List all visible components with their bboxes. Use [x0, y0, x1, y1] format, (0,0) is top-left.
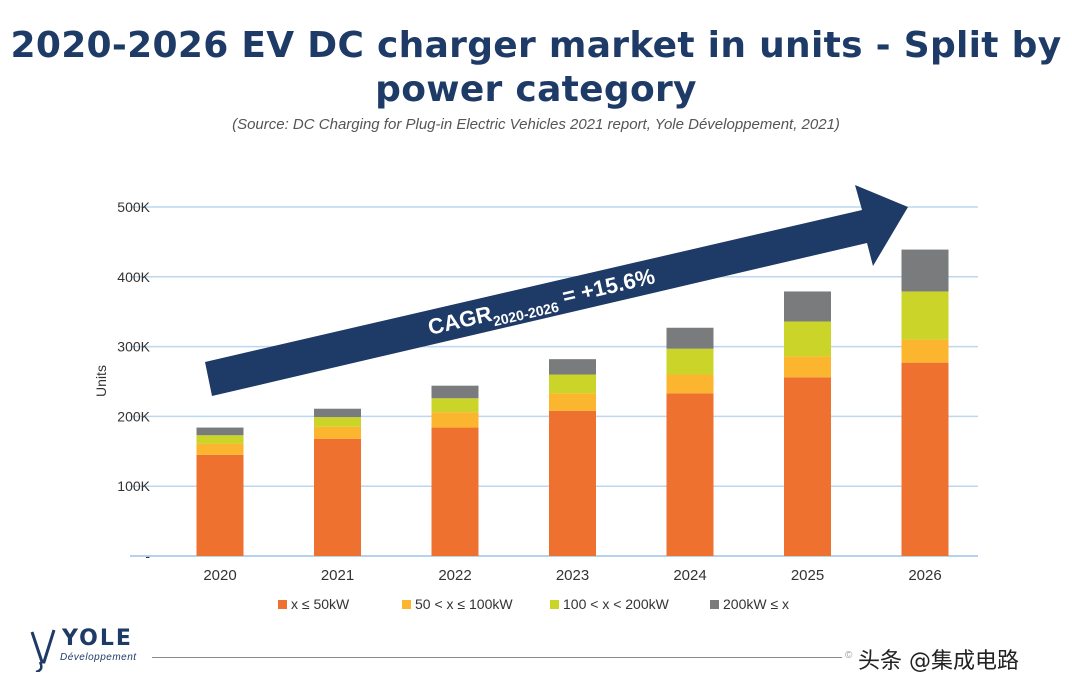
footer-divider [152, 657, 842, 658]
y-tick-label: 500K [117, 199, 150, 215]
legend-label: 50 < x ≤ 100kW [415, 596, 513, 612]
bar-segment [666, 348, 714, 375]
chart-source: (Source: DC Charging for Plug-in Electri… [232, 116, 840, 133]
y-tick-label: - [145, 548, 150, 564]
x-tick-label: 2025 [791, 567, 824, 584]
chart-title: 2020-2026 EV DC charger market in units … [10, 25, 1062, 110]
cagr-arrow [205, 185, 908, 396]
bar-segment [666, 374, 714, 394]
watermark-small: © [845, 650, 853, 661]
bar-segment [314, 426, 361, 439]
legend-swatch [710, 600, 719, 609]
legend-swatch [550, 600, 559, 609]
y-axis-label: Units [93, 365, 109, 397]
bar-segment [666, 327, 714, 349]
bar-segment [314, 438, 361, 556]
legend-label: x ≤ 50kW [291, 596, 350, 612]
bar-segment [784, 321, 831, 357]
legend-swatch [402, 600, 411, 609]
y-tick-label: 300K [117, 339, 150, 355]
bar-segment [784, 291, 831, 322]
x-tick-label: 2026 [908, 567, 941, 584]
bar-segment [784, 356, 831, 378]
logo-text: YOLE [62, 626, 133, 651]
bar-segment [431, 412, 479, 428]
legend-label: 200kW ≤ x [723, 596, 789, 612]
bar-segment [549, 359, 596, 375]
bar-segment [431, 398, 479, 413]
bar-segment [901, 362, 949, 556]
legend-label: 100 < x < 200kW [563, 596, 670, 612]
x-tick-label: 2023 [556, 567, 589, 584]
y-tick-label: 400K [117, 269, 150, 285]
bar-segment [901, 339, 949, 363]
bar-segment [431, 385, 479, 399]
bar-segment [666, 393, 714, 556]
x-tick-label: 2022 [438, 567, 471, 584]
y-tick-label: 200K [117, 408, 150, 424]
bar-segment [196, 443, 244, 455]
legend-swatch [278, 600, 287, 609]
watermark-text: 头条 @集成电路 [858, 649, 1019, 674]
bar-segment [549, 410, 596, 556]
x-tick-label: 2021 [321, 567, 354, 584]
bar-segment [901, 249, 949, 292]
bar-segment [314, 408, 361, 418]
yole-logo-icon [30, 629, 56, 672]
bar-segment [196, 454, 244, 556]
x-tick-label: 2024 [673, 567, 706, 584]
bar-segment [784, 377, 831, 556]
bar-segment [314, 417, 361, 427]
y-tick-label: 100K [117, 478, 150, 494]
logo-subtext: Développement [60, 652, 137, 663]
bar-segment [901, 291, 949, 340]
bar-segment [431, 427, 479, 556]
bar-segment [196, 435, 244, 444]
bar-segment [196, 427, 244, 436]
bar-segment [549, 374, 596, 394]
bar-segment [549, 393, 596, 411]
x-tick-label: 2020 [203, 567, 236, 584]
